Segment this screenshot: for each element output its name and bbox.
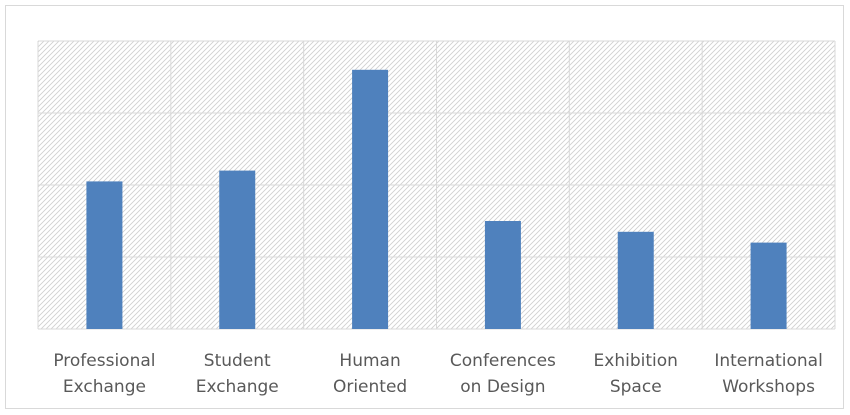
gridlines [37, 40, 836, 330]
category-label: Human Oriented [333, 351, 407, 397]
bar [484, 221, 521, 329]
category-label: Professional Exchange [53, 351, 155, 397]
category-labels: Professional Exchange Student Exchange Human… [53, 351, 823, 397]
bar [352, 69, 389, 330]
bar [617, 231, 654, 329]
bars [86, 69, 787, 330]
bar [750, 242, 787, 329]
category-label: International Workshops [714, 351, 823, 397]
category-label: Conferences on Design [450, 351, 556, 397]
bar [219, 170, 256, 329]
category-label: Student Exchange [196, 351, 279, 397]
bar [86, 181, 123, 329]
category-label: Exhibition Space [594, 351, 678, 397]
